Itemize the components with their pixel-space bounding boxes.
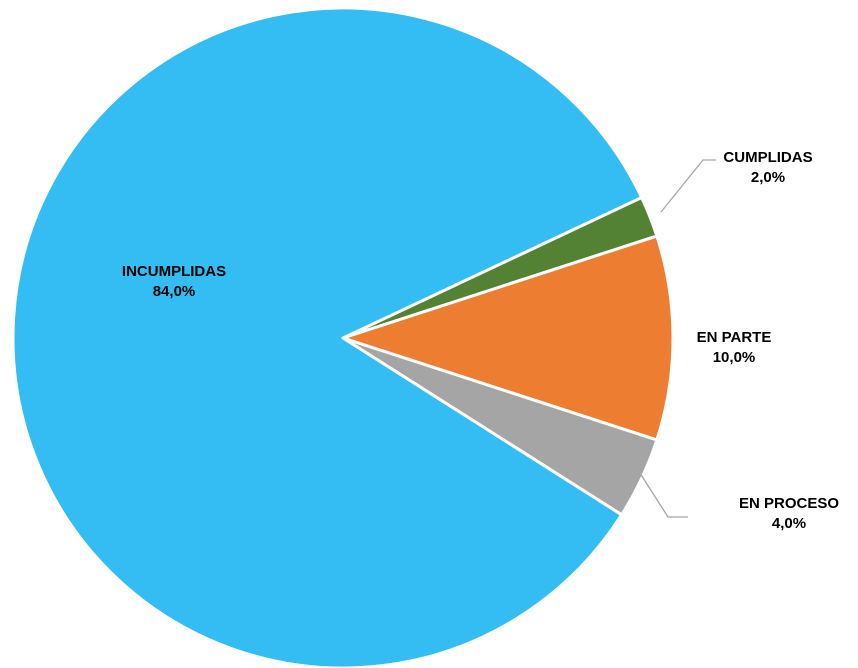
pie-slice-incumplidas — [11, 6, 644, 668]
data-label-category: INCUMPLIDAS — [122, 263, 226, 280]
data-label-en-parte: EN PARTE 10,0% — [697, 329, 772, 366]
data-label-incumplidas: INCUMPLIDAS 84,0% — [122, 263, 226, 300]
data-labels: CUMPLIDAS 2,0% EN PARTE 10,0% EN PROCESO 4,0%… — [122, 149, 839, 532]
pie-slices — [11, 6, 675, 668]
data-label-value: 84,0% — [153, 283, 196, 300]
data-label-category: EN PROCESO — [739, 495, 839, 512]
pie-slice-en-parte — [341, 234, 675, 442]
data-label-value: 2,0% — [751, 169, 785, 186]
leader-line-cumplidas — [660, 159, 716, 213]
data-label-value: 4,0% — [772, 515, 806, 532]
data-label-category: EN PARTE — [697, 329, 772, 346]
data-label-en-proceso: EN PROCESO 4,0% — [739, 495, 839, 532]
leader-line-en-proceso — [637, 469, 688, 518]
leader-lines — [637, 159, 716, 518]
data-label-category: CUMPLIDAS — [723, 149, 812, 166]
data-label-value: 10,0% — [713, 349, 756, 366]
data-label-cumplidas: CUMPLIDAS 2,0% — [723, 149, 812, 186]
